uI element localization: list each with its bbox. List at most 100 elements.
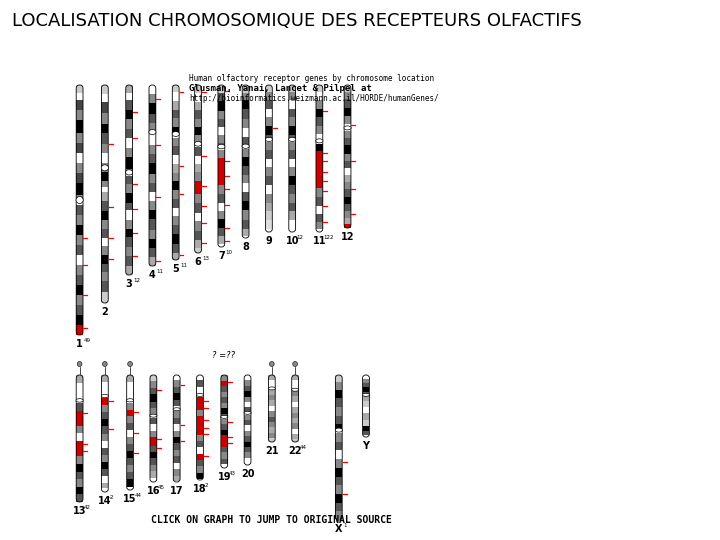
Bar [242, 201, 249, 211]
Bar [344, 224, 351, 228]
Bar [242, 220, 249, 229]
Bar [218, 211, 225, 219]
Bar [269, 375, 275, 380]
Bar [126, 203, 132, 211]
Bar [150, 437, 157, 445]
Bar [76, 471, 83, 479]
Bar [174, 387, 180, 393]
Bar [266, 100, 272, 109]
Bar [172, 127, 179, 134]
Bar [194, 119, 202, 127]
Bar [269, 390, 275, 395]
Text: http://bioinformatics.weizmann.ac.il/HORDE/humanGenes/: http://bioinformatics.weizmann.ac.il/HOR… [189, 94, 439, 103]
Bar [218, 219, 225, 227]
Bar [172, 101, 179, 110]
Bar [76, 479, 83, 487]
Bar [126, 100, 132, 110]
Bar [126, 211, 132, 220]
Bar [242, 211, 249, 220]
Ellipse shape [172, 132, 179, 137]
Bar [174, 406, 180, 409]
Bar [102, 94, 108, 103]
Bar [149, 103, 156, 114]
Bar [266, 109, 272, 117]
Bar [344, 204, 351, 211]
Bar [102, 192, 108, 200]
FancyBboxPatch shape [76, 375, 83, 502]
Bar [266, 143, 272, 150]
Bar [194, 127, 202, 136]
Bar [344, 117, 351, 124]
Bar [197, 375, 203, 380]
Bar [289, 143, 296, 150]
Bar [102, 427, 108, 434]
Bar [172, 234, 179, 244]
Bar [197, 422, 203, 429]
Bar [221, 392, 228, 397]
Bar [363, 383, 369, 387]
Bar [197, 380, 203, 387]
Bar [102, 413, 108, 420]
Bar [172, 253, 179, 260]
Bar [244, 458, 251, 463]
Bar [292, 402, 299, 407]
Bar [242, 128, 249, 137]
Bar [194, 93, 202, 102]
FancyBboxPatch shape [102, 85, 108, 303]
Bar [316, 151, 323, 161]
Text: CLICK ON GRAPH TO JUMP TO ORIGINAL SOURCE: CLICK ON GRAPH TO JUMP TO ORIGINAL SOURC… [151, 515, 392, 525]
Ellipse shape [76, 399, 84, 402]
Bar [150, 381, 157, 388]
Bar [149, 239, 156, 248]
FancyBboxPatch shape [76, 85, 83, 335]
Bar [126, 184, 132, 193]
Bar [269, 406, 275, 411]
Bar [221, 386, 228, 391]
Bar [344, 108, 351, 117]
Bar [316, 133, 323, 141]
Ellipse shape [242, 144, 249, 148]
Text: 1: 1 [76, 339, 83, 349]
Bar [266, 220, 272, 229]
Bar [336, 468, 342, 476]
Bar [266, 126, 272, 135]
Bar [221, 397, 228, 403]
Bar [127, 437, 133, 444]
Bar [194, 202, 202, 213]
Bar [76, 285, 83, 295]
Bar [174, 411, 180, 418]
Bar [289, 167, 296, 176]
Text: 9: 9 [266, 236, 272, 246]
Bar [127, 451, 133, 458]
Bar [289, 85, 296, 92]
Bar [344, 131, 351, 138]
Bar [292, 429, 299, 434]
Text: 16: 16 [147, 486, 160, 496]
Bar [126, 129, 132, 138]
Text: 12: 12 [341, 232, 354, 242]
Bar [149, 183, 156, 192]
FancyBboxPatch shape [194, 85, 202, 253]
Text: 10: 10 [285, 236, 299, 246]
Bar [126, 237, 132, 246]
Bar [127, 403, 133, 409]
Bar [289, 150, 296, 159]
Bar [174, 430, 180, 437]
Bar [126, 266, 132, 275]
Bar [289, 135, 296, 139]
Bar [221, 458, 228, 464]
Bar [242, 93, 249, 100]
Text: 13: 13 [202, 256, 210, 261]
Bar [344, 85, 351, 92]
Bar [218, 203, 225, 211]
Bar [244, 453, 251, 458]
Bar [126, 220, 132, 229]
Bar [102, 172, 108, 181]
Bar [344, 99, 351, 108]
Bar [289, 176, 296, 185]
Bar [172, 92, 179, 101]
Bar [218, 111, 225, 119]
Bar [102, 375, 108, 382]
Bar [76, 143, 83, 152]
Bar [292, 440, 299, 442]
